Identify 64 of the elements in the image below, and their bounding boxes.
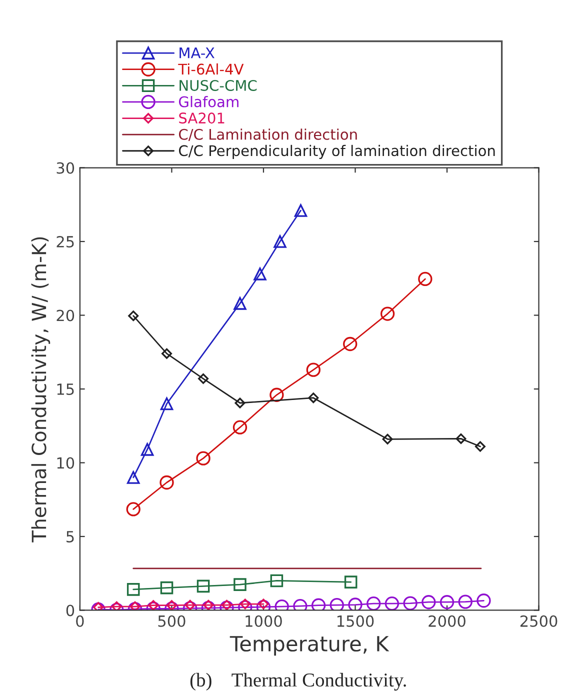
x-tick-label: 500 — [158, 615, 186, 627]
point — [456, 433, 466, 444]
x-axis-title: Temperature, K — [230, 636, 390, 656]
y-axis-title: Thermal Conductivity, W/ (m-K) — [31, 237, 50, 542]
point — [234, 297, 246, 310]
legend-label: MA-X — [180, 48, 214, 58]
point — [384, 596, 400, 610]
point — [348, 598, 362, 610]
point — [232, 420, 248, 434]
point — [254, 268, 266, 280]
point — [160, 581, 174, 594]
point — [160, 397, 174, 410]
y-tick-label: 20 — [56, 310, 74, 322]
point — [380, 306, 395, 321]
x-tick-label: 1000 — [246, 615, 282, 627]
point — [234, 578, 246, 591]
point — [306, 362, 320, 377]
point — [294, 204, 308, 217]
point — [422, 595, 436, 610]
legend-label: Glafoam — [178, 96, 238, 108]
point — [458, 594, 472, 609]
y-tick-label: 15 — [57, 384, 74, 396]
legend-label: C/C Lamination direction — [178, 128, 357, 142]
legend-label: C/C Perpendicularity of lamination direction — [178, 144, 495, 160]
legend-label: NUSC-CMC — [180, 80, 257, 91]
point — [440, 595, 454, 610]
x-tick-label: 2500 — [520, 615, 558, 627]
point — [382, 434, 393, 444]
point — [343, 336, 358, 352]
point — [162, 348, 172, 359]
x-tick-label: 1500 — [337, 615, 374, 627]
point — [126, 502, 140, 516]
y-tick-label: 25 — [56, 236, 74, 248]
point — [234, 398, 246, 408]
point — [270, 574, 284, 588]
legend-label: SA201 — [179, 112, 224, 124]
point — [196, 451, 210, 466]
text: (b) Thermal Conductivity. — [190, 672, 406, 691]
point — [330, 598, 344, 610]
x-tick-label: 0 — [76, 615, 84, 627]
point — [270, 388, 284, 402]
y-tick-label: 0 — [66, 604, 74, 616]
y-tick-label: 30 — [56, 162, 74, 174]
point — [476, 594, 491, 608]
point — [418, 272, 432, 286]
x-tick-label: 2000 — [428, 615, 466, 627]
y-tick-label: 5 — [66, 531, 74, 543]
point — [474, 441, 486, 452]
point — [126, 471, 140, 484]
point — [308, 392, 319, 404]
point — [274, 235, 286, 248]
legend-label: Ti-6Al-4V — [178, 63, 244, 75]
point — [126, 583, 140, 596]
y-tick-label: 10 — [57, 457, 74, 469]
point — [160, 475, 174, 490]
point — [403, 596, 418, 610]
point — [344, 576, 358, 588]
point — [140, 443, 154, 456]
point — [366, 596, 381, 610]
point — [311, 598, 326, 610]
point — [198, 373, 209, 384]
point — [293, 599, 308, 610]
point — [128, 310, 139, 322]
point — [196, 580, 210, 593]
